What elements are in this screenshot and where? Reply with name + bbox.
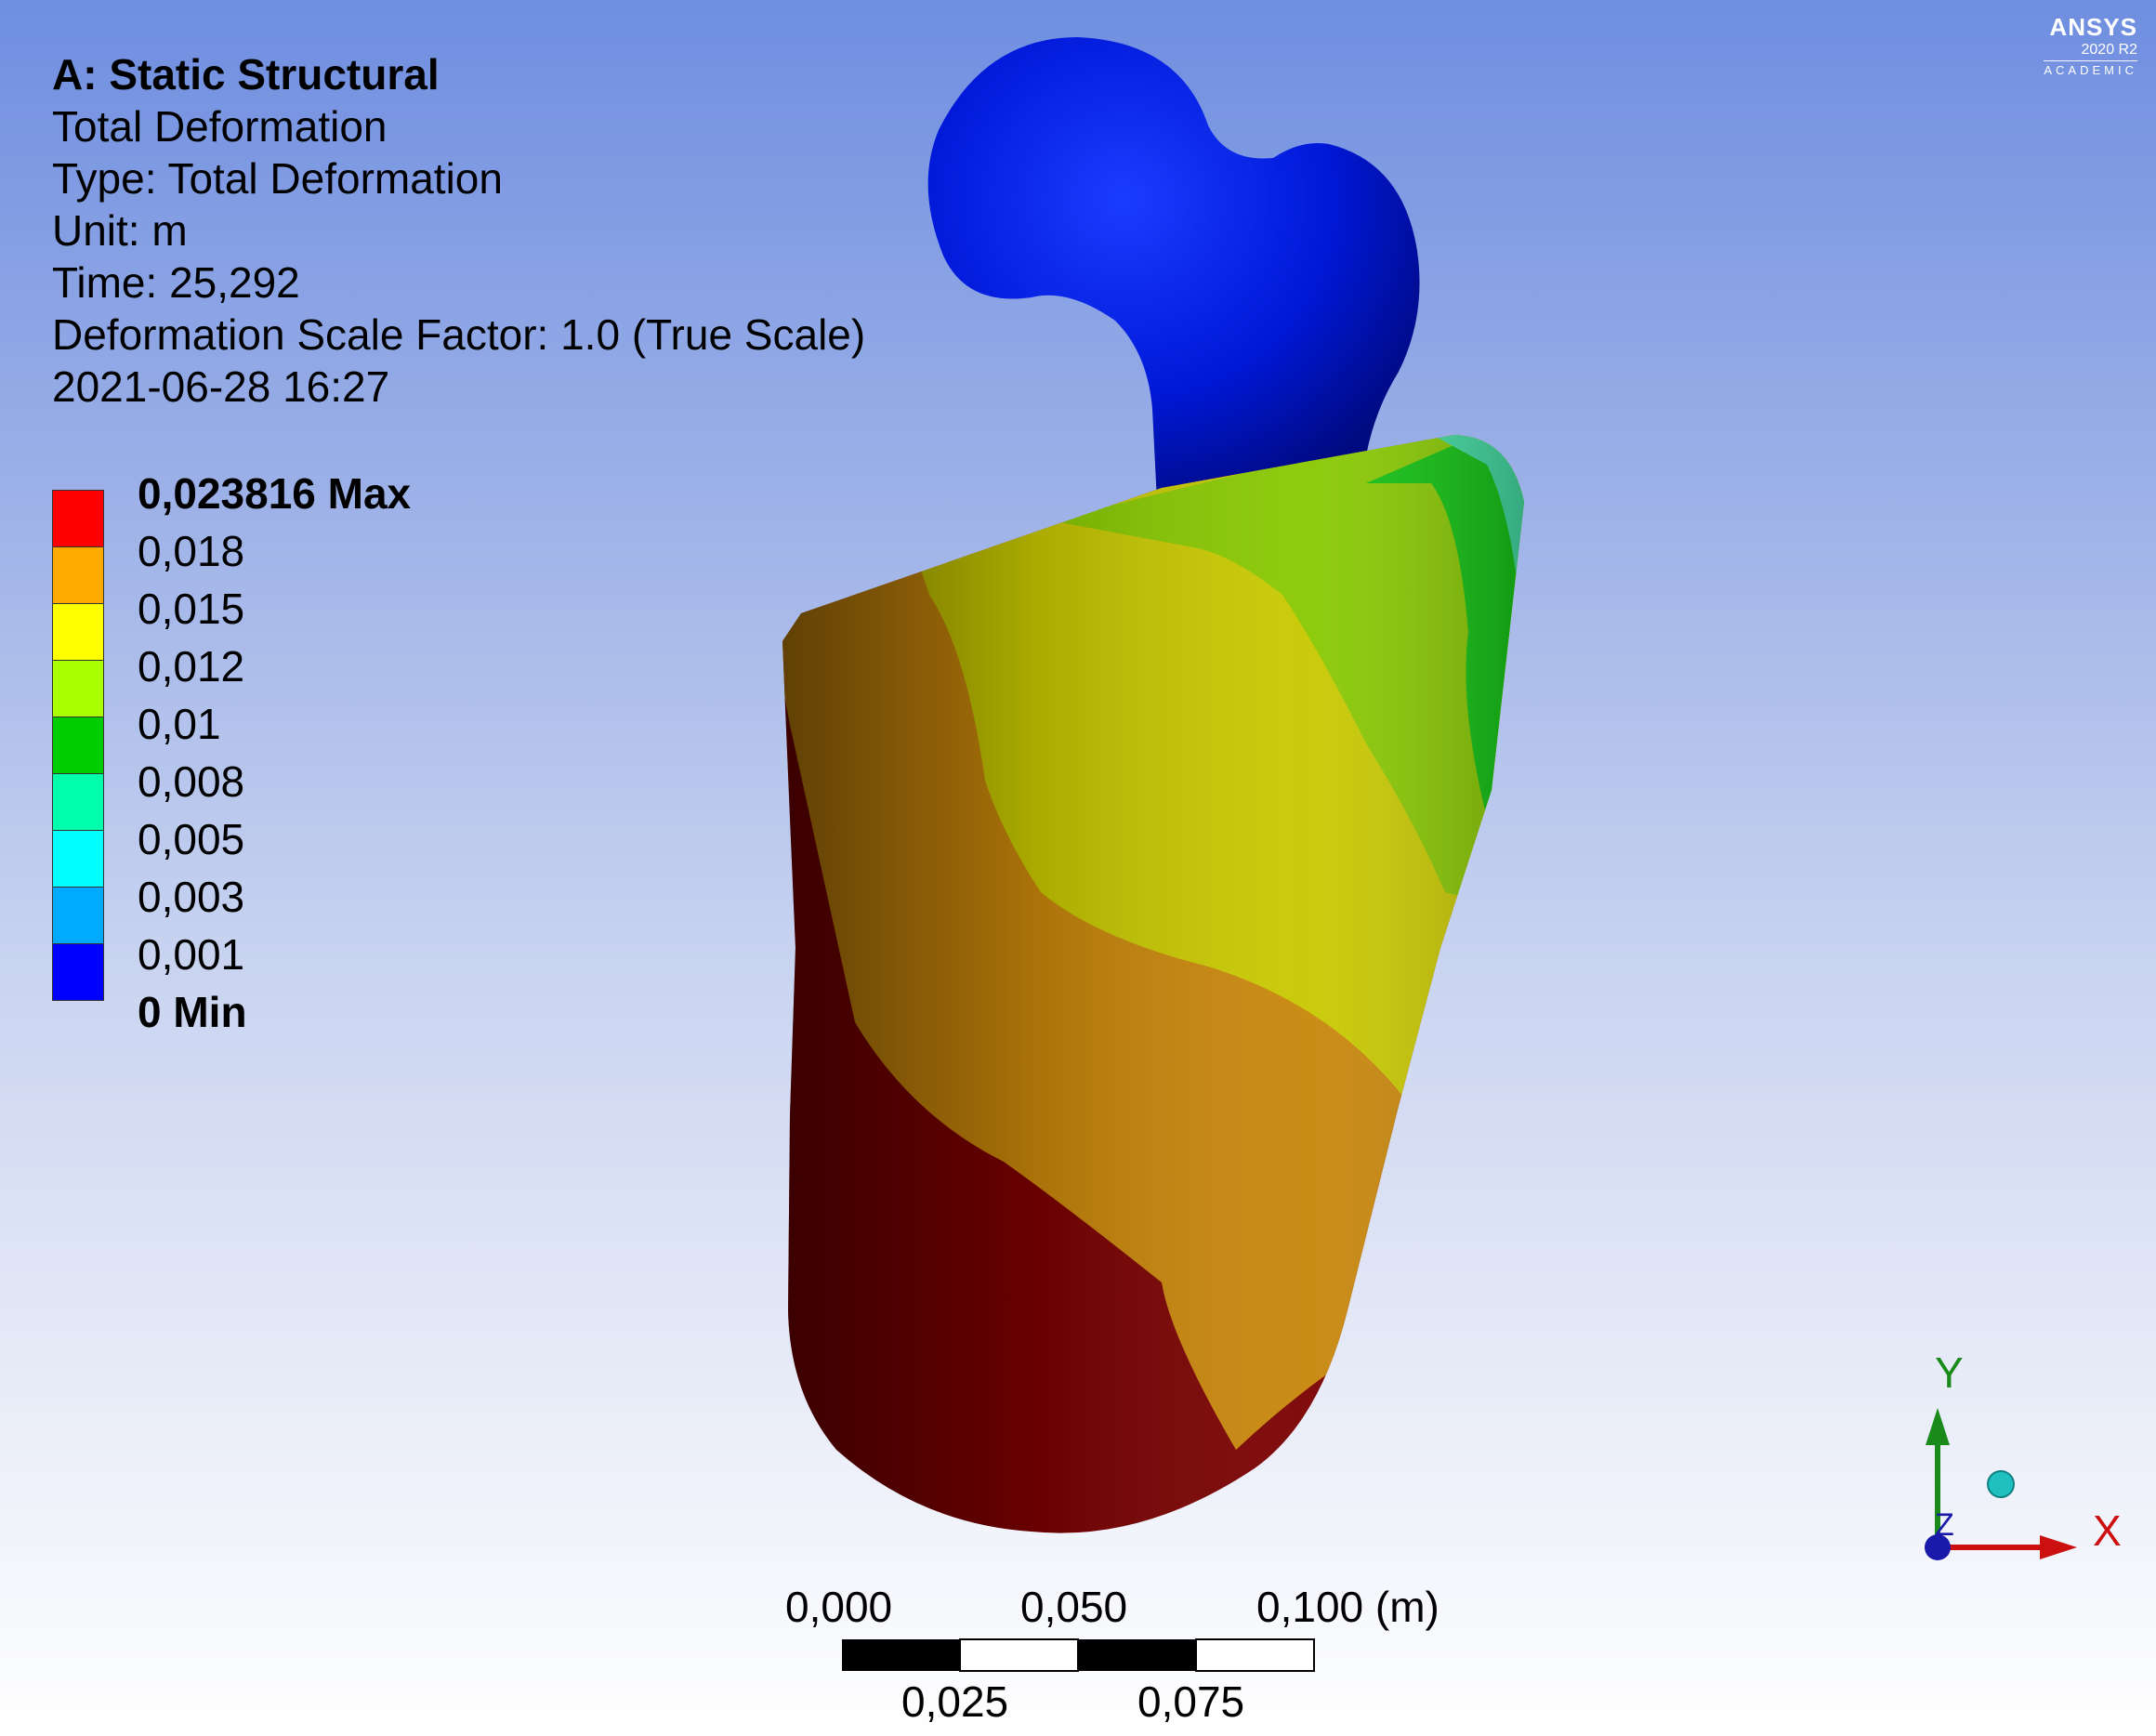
legend-band <box>52 943 104 1001</box>
legend-label: 0,018 <box>138 527 245 575</box>
z-axis-label: Z <box>1935 1507 1954 1543</box>
logo-edition: ACADEMIC <box>2044 63 2137 77</box>
result-date: 2021-06-28 16:27 <box>52 362 390 411</box>
result-unit: Unit: m <box>52 206 188 255</box>
y-axis-label: Y <box>1935 1348 1964 1397</box>
legend-band <box>52 546 104 604</box>
deformation-scale: Deformation Scale Factor: 1.0 (True Scal… <box>52 310 866 359</box>
legend-label: 0,001 <box>138 930 245 979</box>
legend-band <box>52 830 104 888</box>
legend-label: 0,012 <box>138 642 245 690</box>
legend-label: 0,003 <box>138 873 245 921</box>
scale-label: 0,025 <box>901 1677 1009 1726</box>
result-time: Time: 25,292 <box>52 258 300 307</box>
logo-name: ANSYS <box>2049 13 2137 41</box>
legend-label: 0,008 <box>138 757 245 806</box>
logo-version: 2020 R2 <box>2044 42 2137 61</box>
legend-band <box>52 603 104 661</box>
legend-label: 0,005 <box>138 815 245 863</box>
scale-label: 0,000 <box>785 1583 893 1631</box>
color-legend[interactable] <box>52 490 104 1001</box>
ansys-logo: ANSYS 2020 R2 ACADEMIC <box>2044 13 2137 77</box>
legend-band <box>52 490 104 547</box>
result-type: Type: Total Deformation <box>52 154 503 203</box>
legend-band <box>52 887 104 944</box>
result-name: Total Deformation <box>52 102 388 151</box>
analysis-title: A: Static Structural <box>52 50 440 99</box>
legend-label: 0,01 <box>138 700 221 748</box>
legend-band <box>52 773 104 831</box>
scale-bar-graphic <box>842 1638 1315 1672</box>
x-axis-label: X <box>2093 1506 2122 1555</box>
legend-band <box>52 660 104 717</box>
scale-label: 0,100 (m) <box>1256 1583 1440 1631</box>
legend-labels: 0,023816 Max 0,018 0,015 0,012 0,01 0,00… <box>138 465 411 1041</box>
scale-label: 0,050 <box>1020 1583 1128 1631</box>
legend-min-label: 0 Min <box>138 988 247 1036</box>
femur-shaft <box>927 37 1420 502</box>
axis-triad[interactable] <box>1925 1408 2077 1560</box>
legend-label: 0,015 <box>138 585 245 633</box>
legend-band <box>52 717 104 774</box>
legend-max-label: 0,023816 Max <box>138 469 412 518</box>
result-info: A: Static Structural Total Deformation T… <box>52 48 865 413</box>
scale-label: 0,075 <box>1137 1677 1245 1726</box>
